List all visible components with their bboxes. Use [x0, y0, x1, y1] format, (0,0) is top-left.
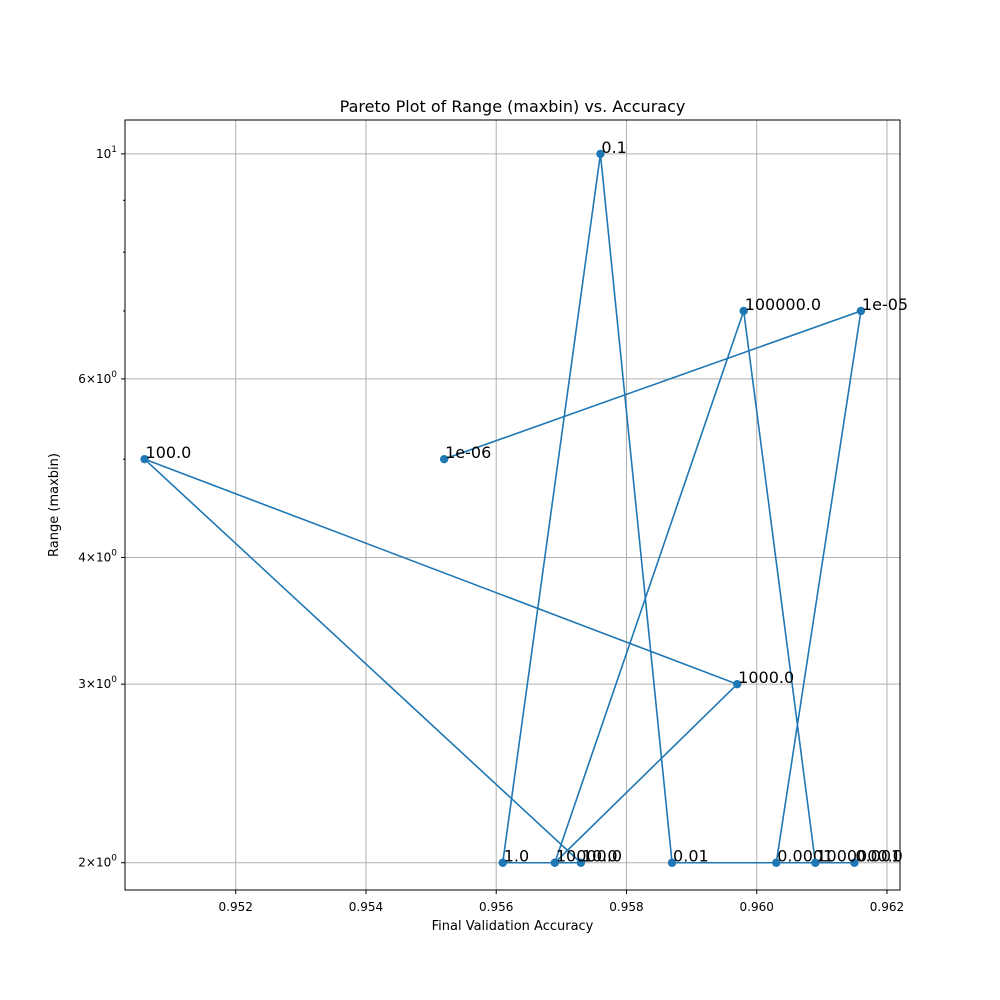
plot-frame	[124, 119, 901, 891]
data-point	[596, 149, 605, 159]
data-point-label: 100.0	[146, 443, 192, 462]
data-point	[739, 306, 748, 316]
data-point-label: 0.1	[601, 138, 626, 157]
y-tick-ten: 10	[96, 550, 111, 564]
y-tick-times: ×	[86, 677, 96, 691]
y-tick-exponent: 0	[111, 854, 117, 864]
data-point	[439, 454, 449, 464]
data-point	[850, 858, 859, 867]
x-tick-label: 0.960	[740, 900, 774, 914]
x-tick-label: 0.956	[479, 900, 513, 914]
y-tick-label: 2×100	[78, 854, 117, 870]
data-point	[732, 679, 742, 689]
data-point	[856, 306, 866, 316]
data-point-label: 10000.0	[556, 847, 622, 866]
data-point-label: 0.01	[673, 847, 709, 866]
data-point-label: 1e-05	[862, 295, 908, 314]
data-point	[772, 858, 781, 867]
y-tick-label: 6×100	[78, 370, 117, 386]
y-tick-base: 6	[78, 372, 86, 386]
chart-title: Pareto Plot of Range (maxbin) vs. Accura…	[340, 97, 686, 116]
y-tick-label: 101	[96, 145, 117, 161]
x-tick-label: 0.962	[870, 900, 904, 914]
y-tick-ten: 10	[96, 856, 111, 870]
data-point-label: 1000000.0	[816, 847, 903, 866]
data-point	[667, 858, 677, 867]
y-tick-base: 2	[78, 856, 86, 870]
y-tick-exponent: 0	[111, 548, 117, 558]
data-point-label: 100000.0	[745, 295, 821, 314]
series-line	[143, 153, 862, 864]
data-point-label: 10.0	[582, 847, 618, 866]
y-tick-ten: 10	[96, 372, 111, 386]
data-point	[550, 858, 560, 867]
y-tick-exponent: 1	[111, 145, 117, 155]
data-point-label: 1.0	[504, 847, 529, 866]
y-tick-times: ×	[86, 856, 96, 870]
series: 1e-06 1e-05 0.0001 0.001 0.01 0.1 1.0 10.0 100.0…	[140, 138, 908, 867]
data-point-label: 1e-06	[445, 443, 491, 462]
data-point-label: 0.001	[855, 847, 901, 866]
y-tick-base: 4	[78, 550, 86, 564]
y-tick-exponent: 0	[111, 370, 117, 380]
y-tick-label: 3×100	[78, 675, 117, 691]
x-tick-label: 0.952	[219, 900, 253, 914]
y-tick-label: 4×100	[78, 548, 117, 564]
x-tick-label: 0.954	[349, 900, 383, 914]
y-tick-times: ×	[86, 550, 96, 564]
axis-ticks: 0.952 0.954 0.956 0.958 0.960 0.9622×1003×100…	[78, 145, 904, 914]
data-point	[498, 858, 507, 867]
y-axis-label: Range (maxbin)	[47, 453, 62, 557]
data-point	[576, 858, 586, 867]
data-point-label: 0.0001	[777, 847, 833, 866]
y-tick-times: ×	[86, 372, 96, 386]
x-tick-label: 0.958	[609, 900, 643, 914]
x-axis-label: Final Validation Accuracy	[432, 919, 594, 934]
data-point-label: 1000.0	[738, 668, 794, 687]
y-tick-ten: 10	[96, 677, 111, 691]
y-tick-base: 10	[96, 147, 111, 161]
data-point	[811, 858, 820, 867]
grid	[125, 120, 900, 890]
y-tick-base: 3	[78, 677, 86, 691]
y-tick-exponent: 0	[111, 675, 117, 685]
data-point	[140, 454, 149, 464]
